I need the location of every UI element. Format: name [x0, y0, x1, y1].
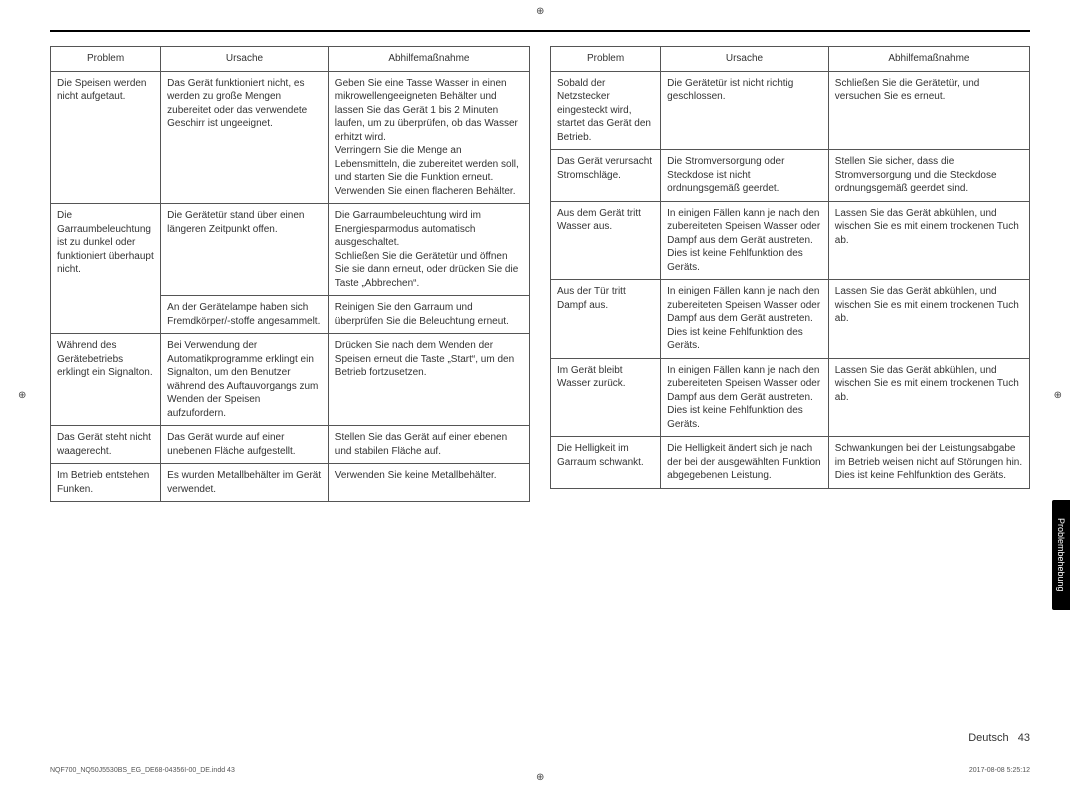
cell-problem: Die Garraumbeleuchtung ist zu dunkel ode… [51, 204, 161, 334]
th-fix: Abhilfemaßnahme [328, 47, 529, 72]
cell-problem: Während des Gerätebetriebs erklingt ein … [51, 334, 161, 426]
table-row: Aus dem Gerät tritt Wasser aus. In einig… [551, 201, 1030, 280]
table-header-row: Problem Ursache Abhilfemaßnahme [51, 47, 530, 72]
cell-cause: Das Gerät funktioniert nicht, es werden … [161, 71, 329, 204]
cell-fix: Reinigen Sie den Garraum und überprüfen … [328, 296, 529, 334]
footer-page-number: 43 [1018, 732, 1030, 744]
cell-fix: Geben Sie eine Tasse Wasser in einen mik… [328, 71, 529, 204]
cell-problem: Das Gerät steht nicht waagerecht. [51, 426, 161, 464]
cell-fix: Lassen Sie das Gerät abkühlen, und wisch… [828, 280, 1029, 359]
print-footer: NQF700_NQ50J5530BS_EG_DE68-04356I-00_DE.… [50, 767, 1030, 774]
section-tab: Problembehebung [1052, 500, 1070, 610]
cell-cause: In einigen Fällen kann je nach den zuber… [661, 201, 829, 280]
cell-cause: Das Gerät wurde auf einer unebenen Fläch… [161, 426, 329, 464]
crop-mark-right: ⊕ [1054, 390, 1062, 401]
table-row: Die Helligkeit im Garraum schwankt. Die … [551, 437, 1030, 489]
cell-problem: Das Gerät verursacht Stromschläge. [551, 150, 661, 202]
table-row: Das Gerät verursacht Stromschläge. Die S… [551, 150, 1030, 202]
cell-cause: Die Gerätetür ist nicht richtig geschlos… [661, 71, 829, 150]
table-row: Sobald der Netzstecker eingesteckt wird,… [551, 71, 1030, 150]
th-cause: Ursache [661, 47, 829, 72]
cell-problem: Im Gerät bleibt Wasser zurück. [551, 358, 661, 437]
cell-cause: An der Gerätelampe haben sich Fremdkörpe… [161, 296, 329, 334]
th-fix: Abhilfemaßnahme [828, 47, 1029, 72]
table-row: Das Gerät steht nicht waagerecht. Das Ge… [51, 426, 530, 464]
right-column: Problem Ursache Abhilfemaßnahme Sobald d… [550, 46, 1030, 502]
cell-fix: Stellen Sie das Gerät auf einer ebenen u… [328, 426, 529, 464]
print-filename: NQF700_NQ50J5530BS_EG_DE68-04356I-00_DE.… [50, 767, 235, 774]
cell-cause: In einigen Fällen kann je nach den zuber… [661, 280, 829, 359]
cell-problem: Im Betrieb entstehen Funken. [51, 464, 161, 502]
print-timestamp: 2017-08-08 5:25:12 [969, 767, 1030, 774]
troubleshoot-table-right: Problem Ursache Abhilfemaßnahme Sobald d… [550, 46, 1030, 489]
cell-cause: Bei Verwendung der Automatikprogramme er… [161, 334, 329, 426]
cell-cause: Es wurden Metallbehälter im Gerät verwen… [161, 464, 329, 502]
th-cause: Ursache [161, 47, 329, 72]
table-row: Aus der Tür tritt Dampf aus. In einigen … [551, 280, 1030, 359]
crop-mark-left: ⊕ [18, 390, 26, 401]
table-header-row: Problem Ursache Abhilfemaßnahme [551, 47, 1030, 72]
cell-fix: Schwankungen bei der Leistungsabgabe im … [828, 437, 1029, 489]
content-columns: Problem Ursache Abhilfemaßnahme Die Spei… [50, 46, 1030, 502]
th-problem: Problem [51, 47, 161, 72]
cell-cause: Die Stromversorgung oder Steckdose ist n… [661, 150, 829, 202]
table-row: Die Speisen werden nicht aufgetaut. Das … [51, 71, 530, 204]
cell-problem: Aus dem Gerät tritt Wasser aus. [551, 201, 661, 280]
troubleshoot-table-left: Problem Ursache Abhilfemaßnahme Die Spei… [50, 46, 530, 502]
crop-mark-top: ⊕ [536, 6, 544, 17]
top-rule [50, 30, 1030, 32]
footer-language: Deutsch [968, 732, 1008, 744]
cell-cause: Die Gerätetür stand über einen längeren … [161, 204, 329, 296]
cell-fix: Lassen Sie das Gerät abkühlen, und wisch… [828, 358, 1029, 437]
table-row: Im Gerät bleibt Wasser zurück. In einige… [551, 358, 1030, 437]
cell-fix: Schließen Sie die Gerätetür, und versuch… [828, 71, 1029, 150]
cell-cause: Die Helligkeit ändert sich je nach der b… [661, 437, 829, 489]
page-footer: Deutsch 43 [968, 732, 1030, 744]
left-column: Problem Ursache Abhilfemaßnahme Die Spei… [50, 46, 530, 502]
th-problem: Problem [551, 47, 661, 72]
table-row: Während des Gerätebetriebs erklingt ein … [51, 334, 530, 426]
cell-fix: Verwenden Sie keine Metallbehälter. [328, 464, 529, 502]
cell-fix: Lassen Sie das Gerät abkühlen, und wisch… [828, 201, 1029, 280]
cell-problem: Sobald der Netzstecker eingesteckt wird,… [551, 71, 661, 150]
cell-cause: In einigen Fällen kann je nach den zuber… [661, 358, 829, 437]
cell-problem: Aus der Tür tritt Dampf aus. [551, 280, 661, 359]
table-row: Im Betrieb entstehen Funken. Es wurden M… [51, 464, 530, 502]
cell-fix: Die Garraumbeleuchtung wird im Energiesp… [328, 204, 529, 296]
cell-fix: Stellen Sie sicher, dass die Stromversor… [828, 150, 1029, 202]
cell-fix: Drücken Sie nach dem Wenden der Speisen … [328, 334, 529, 426]
table-row: Die Garraumbeleuchtung ist zu dunkel ode… [51, 204, 530, 296]
cell-problem: Die Helligkeit im Garraum schwankt. [551, 437, 661, 489]
cell-problem: Die Speisen werden nicht aufgetaut. [51, 71, 161, 204]
